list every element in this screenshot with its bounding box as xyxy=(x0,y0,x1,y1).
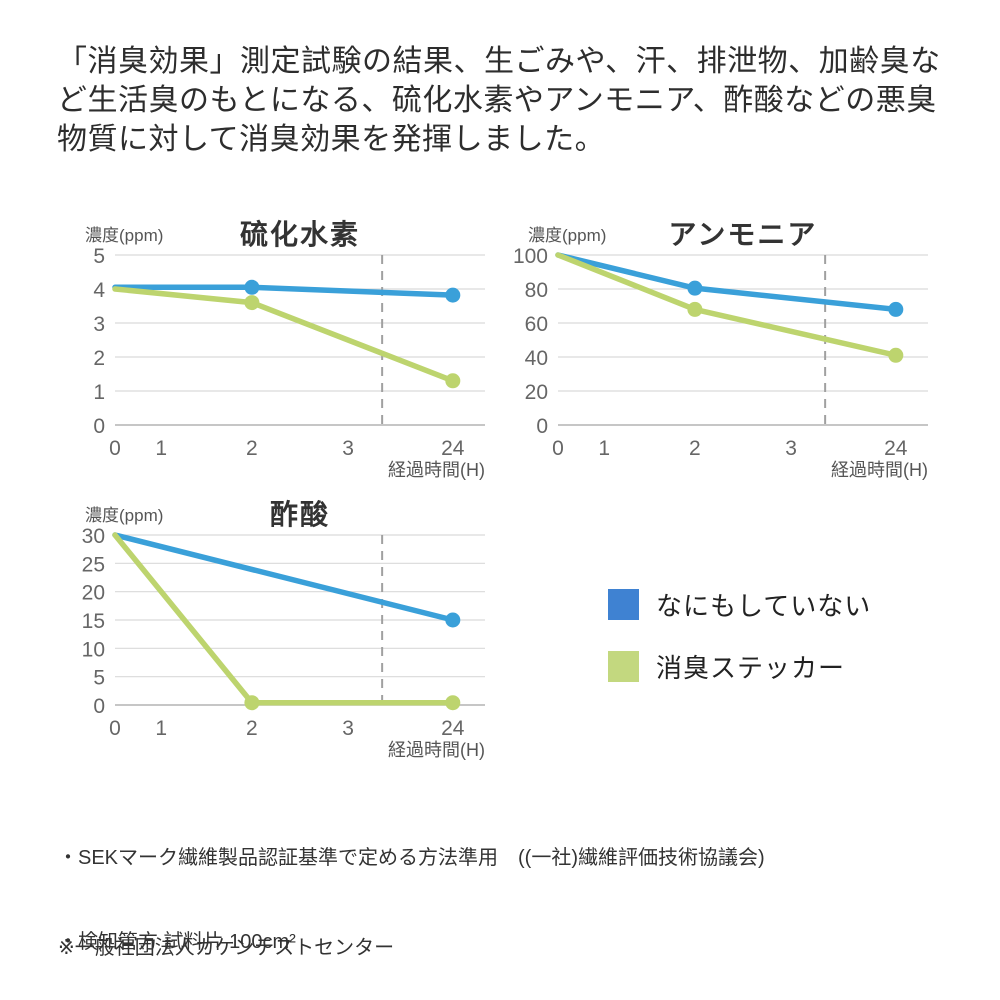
svg-text:3: 3 xyxy=(342,437,354,460)
header-text: 「消臭効果」測定試験の結果、生ごみや、汗、排泄物、加齢臭など生活臭のもとになる、… xyxy=(57,45,941,156)
y-axis-label: 濃度(ppm) xyxy=(85,226,164,245)
legend: なにもしていない 消臭ステッカー xyxy=(608,586,871,710)
chart-hydrogen-sulfide: 濃度(ppm) 硫化水素 経過時間(H) 0 1 2 3 4 5 0 1 2 3 24 xyxy=(65,210,495,482)
footnote-line: ・検知管方 試料片 100cm² xyxy=(58,931,296,953)
svg-text:1: 1 xyxy=(598,437,610,460)
svg-text:4: 4 xyxy=(93,279,105,302)
chart-plot: 0 20 40 60 80 100 0 1 2 3 24 xyxy=(513,245,928,460)
chart-title: 硫化水素 xyxy=(239,219,360,250)
chart-acetic-acid: 濃度(ppm) 酢酸 経過時間(H) 0 5 10 15 20 25 30 0 1 2 3 24 xyxy=(65,490,495,762)
svg-text:24: 24 xyxy=(441,717,465,740)
svg-text:30: 30 xyxy=(82,525,105,548)
svg-text:24: 24 xyxy=(884,437,908,460)
chart-title: アンモニア xyxy=(668,219,818,250)
legend-item: なにもしていない xyxy=(608,586,871,623)
svg-text:3: 3 xyxy=(93,313,105,336)
svg-text:2: 2 xyxy=(689,437,701,460)
svg-text:0: 0 xyxy=(93,695,105,718)
svg-text:15: 15 xyxy=(82,610,105,633)
svg-text:0: 0 xyxy=(93,415,105,438)
svg-text:2: 2 xyxy=(246,437,258,460)
chart-plot: 0 5 10 15 20 25 30 0 1 2 3 24 xyxy=(82,525,485,740)
svg-text:20: 20 xyxy=(525,381,548,404)
legend-swatch-blue-icon xyxy=(608,589,639,620)
legend-label: なにもしていない xyxy=(656,591,872,621)
svg-text:80: 80 xyxy=(525,279,548,302)
y-axis-label: 濃度(ppm) xyxy=(528,226,607,245)
svg-text:100: 100 xyxy=(513,245,548,268)
legend-item: 消臭ステッカー xyxy=(608,648,871,685)
svg-text:24: 24 xyxy=(441,437,465,460)
svg-text:0: 0 xyxy=(109,437,121,460)
svg-text:0: 0 xyxy=(536,415,548,438)
chart-title: 酢酸 xyxy=(269,499,330,530)
svg-text:1: 1 xyxy=(155,437,167,460)
svg-text:1: 1 xyxy=(93,381,105,404)
svg-text:3: 3 xyxy=(342,717,354,740)
x-axis-label: 経過時間(H) xyxy=(388,740,485,760)
svg-text:5: 5 xyxy=(93,667,105,690)
svg-text:3: 3 xyxy=(785,437,797,460)
footnote-line: ・SEKマーク繊維製品認証基準で定める方法準用 ((一社)繊維評価技術協議会) xyxy=(58,847,765,869)
source-note: ※一般社団法人カケンテストセンター xyxy=(58,937,395,959)
svg-text:2: 2 xyxy=(246,717,258,740)
svg-text:2: 2 xyxy=(93,347,105,370)
svg-text:20: 20 xyxy=(82,582,105,605)
footnotes: ・SEKマーク繊維製品認証基準で定める方法準用 ((一社)繊維評価技術協議会) … xyxy=(58,788,958,1000)
svg-text:0: 0 xyxy=(109,717,121,740)
svg-text:10: 10 xyxy=(82,638,105,661)
legend-label: 消臭ステッカー xyxy=(656,653,846,683)
legend-swatch-green-icon xyxy=(608,651,639,682)
chart-ammonia: 濃度(ppm) アンモニア 経過時間(H) 0 20 40 60 80 100 0 1 2 3 24 xyxy=(508,210,938,482)
svg-text:60: 60 xyxy=(525,313,548,336)
chart-plot: 0 1 2 3 4 5 0 1 2 3 24 xyxy=(93,245,485,460)
svg-text:0: 0 xyxy=(552,437,564,460)
y-axis-label: 濃度(ppm) xyxy=(85,506,164,525)
svg-text:40: 40 xyxy=(525,347,548,370)
svg-text:1: 1 xyxy=(155,717,167,740)
x-axis-label: 経過時間(H) xyxy=(831,460,928,480)
svg-text:5: 5 xyxy=(93,245,105,268)
svg-text:25: 25 xyxy=(82,553,105,576)
x-axis-label: 経過時間(H) xyxy=(388,460,485,480)
